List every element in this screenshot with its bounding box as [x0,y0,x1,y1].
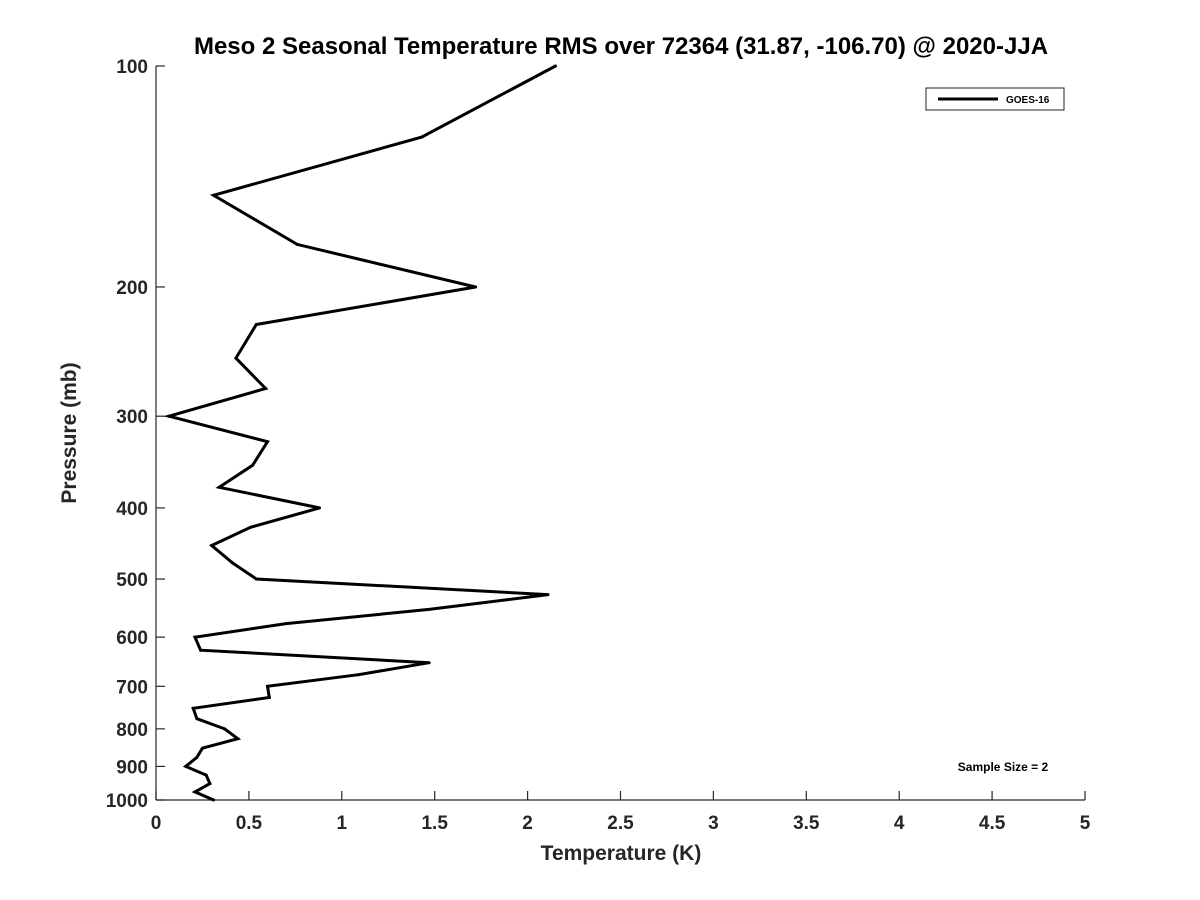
data-point [554,64,557,68]
y-tick-label: 300 [116,407,148,428]
x-tick-label: 4 [894,813,905,834]
data-point [266,684,269,688]
x-tick-label: 1.5 [421,813,448,834]
data-point [295,242,299,246]
data-point [284,622,288,626]
data-point [193,790,197,794]
sample-size-annotation: Sample Size = 2 [958,760,1049,774]
y-tick-label: 500 [116,570,148,591]
data-point [318,506,321,510]
data-point [474,285,478,289]
data-point [420,135,424,139]
x-tick-label: 2.5 [607,813,634,834]
data-point [236,737,240,741]
data-point [264,387,268,390]
x-tick-label: 0.5 [236,813,263,834]
x-tick-label: 4.5 [979,813,1006,834]
series-line-goes-16 [163,64,557,802]
x-tick-label: 5 [1080,813,1091,834]
data-point [357,673,360,677]
y-tick-label: 800 [116,720,148,741]
x-tick-label: 0 [151,813,162,834]
chart-title: Meso 2 Seasonal Temperature RMS over 723… [194,33,1048,60]
y-tick-label: 200 [116,278,148,299]
x-axis-label: Temperature (K) [541,842,702,865]
x-tick-label: 3 [708,813,719,834]
data-point [427,607,431,611]
data-point [251,463,255,467]
data-point [210,544,214,547]
x-tick-label: 2 [522,813,533,834]
y-axis-label: Pressure (mb) [58,362,81,503]
y-tick-label: 1000 [106,791,148,812]
data-point [195,755,199,759]
data-point [212,798,216,802]
plot-axes [155,66,1085,801]
data-point [199,648,203,652]
x-ticks: 0 0.5 1 1.5 2 2.5 3 3.5 4 4.5 5 [151,791,1091,834]
data-point [223,727,227,731]
data-point [167,414,171,418]
data-point [212,193,216,197]
x-tick-label: 1 [337,813,348,834]
data-point [191,706,195,710]
y-tick-label: 400 [116,499,148,520]
data-point [254,323,258,326]
y-ticks: 100 200 300 400 500 600 700 800 900 1000 [106,57,165,812]
data-point [217,485,221,489]
legend: GOES-16 [925,87,1065,111]
data-point [546,593,550,597]
data-point [254,577,258,581]
data-point [249,525,253,529]
y-tick-label: 700 [116,677,148,698]
data-point [266,440,269,444]
data-point [234,356,238,360]
y-tick-label: 900 [116,757,148,778]
legend-label-goes-16: GOES-16 [1006,95,1050,106]
data-point [193,635,197,639]
data-point [230,561,234,565]
y-tick-label: 100 [116,57,148,78]
data-point [200,746,204,750]
data-point [195,717,199,721]
data-point [267,696,271,699]
x-tick-label: 3.5 [793,813,820,834]
data-point [184,764,188,768]
data-point [208,782,212,786]
data-point [427,661,431,665]
y-tick-label: 600 [116,628,148,649]
data-point [204,773,208,777]
series-layer [163,64,557,802]
